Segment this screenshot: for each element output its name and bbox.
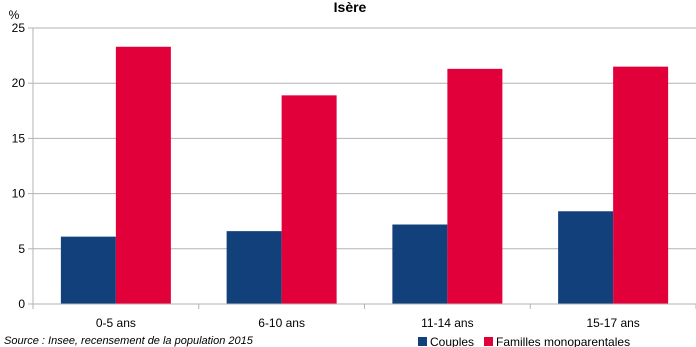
y-tick-label: 25 — [12, 21, 26, 35]
y-tick-label: 15 — [12, 131, 26, 145]
x-tick-label: 11-14 ans — [421, 316, 473, 330]
legend-swatch — [484, 337, 493, 346]
bar-couples — [226, 231, 282, 304]
legend-swatch — [418, 337, 427, 346]
y-axis-label: % — [9, 8, 20, 22]
bar-monoparentales — [613, 66, 669, 304]
chart-title: Isère — [334, 0, 367, 15]
legend: Couples Familles monoparentales — [418, 335, 630, 347]
bar-couples — [392, 224, 448, 304]
bar-couples — [60, 236, 116, 304]
y-tick-label: 20 — [12, 76, 26, 90]
bar-monoparentales — [281, 95, 337, 305]
bar-couples — [558, 211, 614, 304]
y-tick-label: 5 — [18, 242, 25, 256]
x-tick-label: 15-17 ans — [586, 316, 639, 330]
bar-monoparentales — [115, 46, 171, 304]
bar-monoparentales — [447, 68, 503, 305]
legend-label: Familles monoparentales — [496, 335, 630, 347]
y-axis-ticks: 0 5 10 15 20 25 — [12, 21, 33, 311]
x-tick-label: 6-10 ans — [258, 316, 305, 330]
source-note: Source : Insee, recensement de la popula… — [4, 335, 254, 347]
y-tick-label: 10 — [12, 187, 26, 201]
legend-label: Couples — [430, 335, 474, 347]
y-tick-label: 0 — [18, 297, 25, 311]
bars — [60, 46, 669, 305]
x-tick-label: 0-5 ans — [96, 316, 136, 330]
x-axis-ticks: 0-5 ans 6-10 ans 11-14 ans 15-17 ans — [32, 304, 696, 330]
